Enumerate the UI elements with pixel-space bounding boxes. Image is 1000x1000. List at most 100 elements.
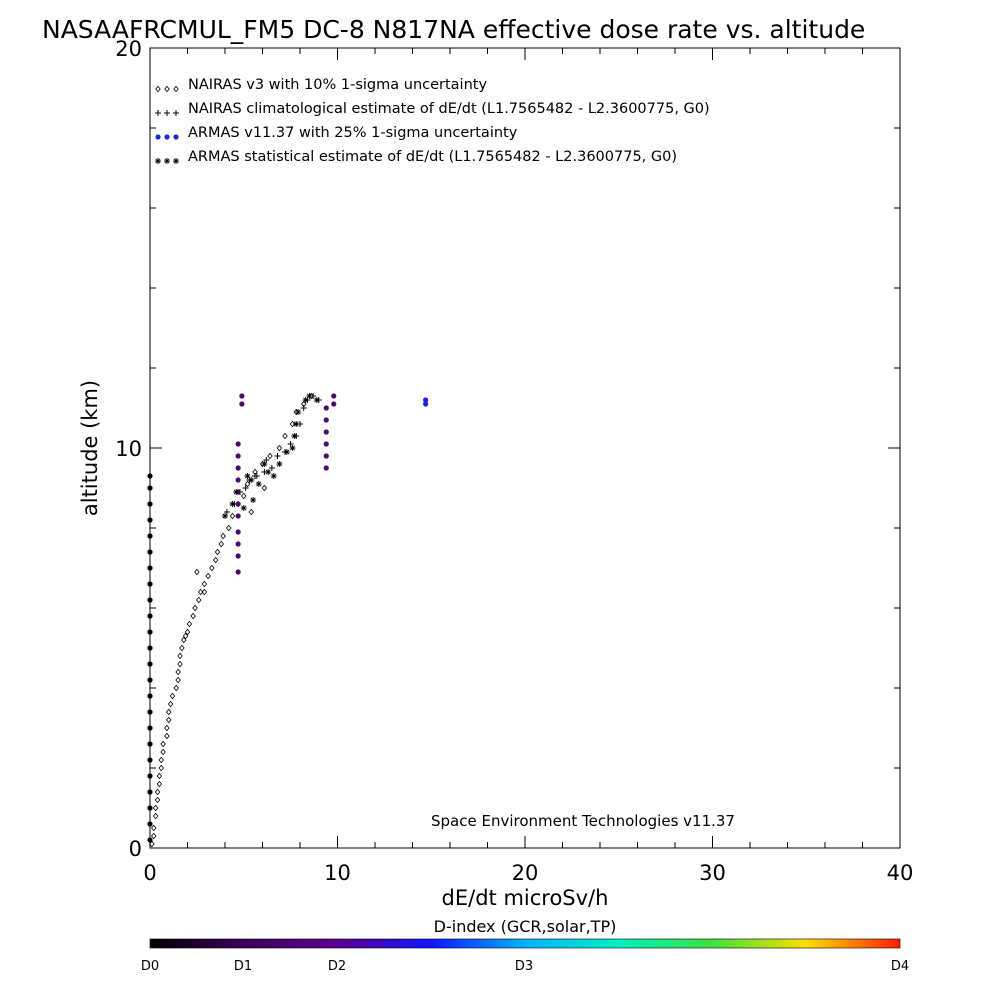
data-point bbox=[151, 832, 157, 840]
y-tick-labels: 0 10 20 bbox=[115, 37, 142, 861]
data-point bbox=[242, 485, 249, 491]
data-point bbox=[190, 612, 196, 620]
colorbar-label: D1 bbox=[234, 959, 252, 974]
data-point bbox=[214, 548, 221, 556]
data-point bbox=[155, 85, 161, 93]
data-point bbox=[173, 134, 179, 140]
data-point bbox=[147, 741, 153, 747]
colorbar-label: D2 bbox=[328, 959, 346, 974]
data-point bbox=[147, 837, 153, 843]
axis-ticks bbox=[149, 47, 901, 849]
data-point bbox=[147, 597, 153, 603]
data-point bbox=[155, 110, 161, 116]
x-tick-label: 40 bbox=[887, 861, 914, 885]
data-point bbox=[323, 429, 329, 435]
x-tick-labels: 0 10 20 30 40 bbox=[143, 861, 913, 885]
data-point bbox=[175, 676, 181, 684]
data-point bbox=[222, 513, 228, 519]
colorbar bbox=[149, 938, 901, 949]
data-point bbox=[175, 668, 181, 676]
data-point bbox=[252, 473, 258, 479]
data-point bbox=[274, 453, 281, 459]
data-point bbox=[164, 158, 170, 164]
data-point bbox=[235, 441, 241, 447]
data-point bbox=[194, 568, 200, 576]
data-point bbox=[169, 692, 176, 700]
data-point bbox=[147, 549, 153, 555]
data-point bbox=[276, 444, 283, 452]
data-point bbox=[229, 512, 236, 520]
data-point bbox=[173, 158, 179, 164]
data-point bbox=[147, 805, 153, 811]
x-tick-label: 0 bbox=[143, 861, 156, 885]
data-point bbox=[235, 477, 241, 483]
x-axis-label: dE/dt microSv/h bbox=[442, 886, 609, 910]
data-point bbox=[147, 693, 153, 699]
legend: NAIRAS v3 with 10% 1-sigma uncertainty NA… bbox=[155, 77, 710, 165]
data-point bbox=[152, 812, 159, 820]
data-point bbox=[268, 465, 275, 471]
data-point bbox=[331, 401, 337, 407]
data-point bbox=[155, 158, 161, 164]
data-point bbox=[423, 397, 429, 403]
data-point bbox=[192, 604, 198, 612]
data-point bbox=[235, 453, 241, 459]
data-point bbox=[261, 484, 268, 492]
data-point bbox=[313, 397, 320, 403]
data-point bbox=[147, 581, 153, 587]
data-point bbox=[293, 421, 300, 427]
y-tick-label: 20 bbox=[115, 37, 142, 61]
data-point bbox=[255, 481, 262, 487]
data-point bbox=[147, 725, 153, 731]
data-points bbox=[147, 392, 429, 848]
data-point bbox=[179, 644, 185, 652]
data-point bbox=[235, 465, 241, 471]
data-point bbox=[147, 473, 153, 479]
data-point bbox=[147, 661, 153, 667]
data-point bbox=[209, 564, 215, 572]
data-point bbox=[220, 532, 226, 540]
data-point bbox=[282, 432, 288, 440]
y-tick-label: 10 bbox=[115, 437, 142, 461]
data-point bbox=[226, 524, 232, 532]
data-point bbox=[248, 477, 255, 483]
data-point bbox=[300, 405, 307, 411]
data-point bbox=[173, 684, 179, 692]
data-point bbox=[149, 840, 155, 848]
data-point bbox=[147, 533, 153, 539]
data-point bbox=[289, 445, 296, 451]
data-point bbox=[241, 492, 247, 500]
data-point bbox=[291, 433, 298, 439]
data-point bbox=[323, 441, 329, 447]
data-point bbox=[244, 473, 251, 479]
data-point bbox=[186, 620, 193, 628]
data-point bbox=[233, 489, 240, 495]
colorbar-title: D-index (GCR,solar,TP) bbox=[434, 917, 617, 936]
data-point bbox=[240, 505, 247, 511]
data-point bbox=[289, 420, 296, 428]
data-point bbox=[164, 732, 170, 740]
data-point bbox=[160, 748, 166, 756]
data-point bbox=[235, 529, 241, 535]
data-point bbox=[147, 773, 153, 779]
data-point bbox=[164, 85, 170, 93]
data-point bbox=[235, 541, 241, 547]
data-point bbox=[323, 465, 329, 471]
data-point bbox=[276, 461, 283, 467]
data-point bbox=[152, 804, 159, 812]
data-point bbox=[156, 780, 163, 788]
data-point bbox=[173, 85, 179, 93]
data-point bbox=[182, 632, 189, 640]
x-tick-label: 30 bbox=[699, 861, 726, 885]
data-point bbox=[261, 461, 268, 467]
data-point bbox=[173, 110, 179, 116]
y-tick-label: 0 bbox=[129, 837, 142, 861]
data-point bbox=[184, 628, 191, 636]
data-point bbox=[244, 480, 251, 488]
chart-title: NASAAFRCMUL_FM5 DC-8 N817NA effective do… bbox=[42, 15, 865, 44]
data-point bbox=[147, 677, 153, 683]
data-point bbox=[201, 580, 208, 588]
data-point bbox=[166, 716, 172, 724]
data-point bbox=[147, 757, 153, 763]
data-point bbox=[229, 501, 236, 507]
